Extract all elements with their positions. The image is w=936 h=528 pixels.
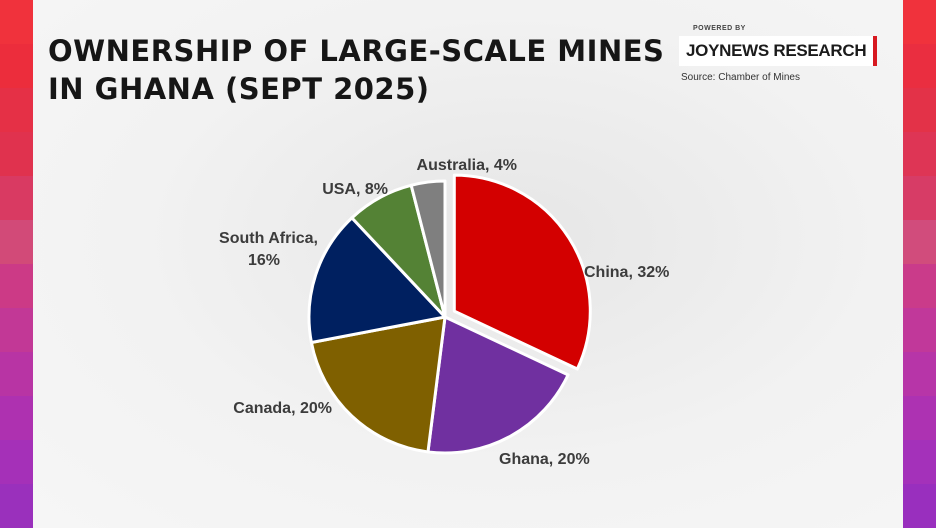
side-stripe	[0, 396, 33, 440]
side-stripe	[0, 176, 33, 220]
right-gradient-bar	[903, 0, 936, 528]
side-stripe	[0, 264, 33, 308]
pie-slice-south-africa	[307, 216, 447, 344]
side-stripe	[903, 484, 936, 528]
side-stripe	[0, 440, 33, 484]
side-stripe	[903, 352, 936, 396]
side-stripe	[903, 0, 936, 44]
slice-label-australia: Australia, 4%	[417, 157, 517, 174]
side-stripe	[0, 352, 33, 396]
side-stripe	[903, 132, 936, 176]
side-stripe	[903, 396, 936, 440]
side-stripe	[0, 484, 33, 528]
side-stripe	[903, 176, 936, 220]
side-stripe	[0, 44, 33, 88]
side-stripe	[903, 44, 936, 88]
side-stripe	[0, 132, 33, 176]
side-stripe	[903, 88, 936, 132]
slice-label-canada: Canada, 20%	[233, 400, 332, 417]
side-stripe	[0, 0, 33, 44]
pie-slice-canada	[309, 315, 447, 454]
side-stripe	[903, 220, 936, 264]
side-stripe	[903, 264, 936, 308]
chart-title-line-2: IN GHANA (SEPT 2025)	[48, 72, 430, 106]
side-stripe	[903, 440, 936, 484]
slice-label-china: China, 32%	[584, 264, 669, 281]
side-stripe	[903, 308, 936, 352]
side-stripe	[0, 308, 33, 352]
pie-slice-ghana	[426, 315, 570, 455]
chart-title: OWNERSHIP OF LARGE-SCALE MINES IN GHANA …	[48, 32, 664, 108]
joynews-research-logo: JOYNEWS RESEARCH	[679, 36, 878, 66]
powered-by-label: POWERED BY	[693, 25, 746, 32]
source-note: Source: Chamber of Mines	[681, 72, 800, 83]
slice-label-ghana: Ghana, 20%	[499, 451, 590, 468]
pie-slice-china	[452, 173, 592, 371]
slice-label-usa: USA, 8%	[322, 181, 388, 198]
chart-title-line-1: OWNERSHIP OF LARGE-SCALE MINES	[48, 34, 665, 68]
pie-slice-australia	[409, 179, 447, 319]
branding-block: POWERED BY JOYNEWS RESEARCH Source: Cham…	[679, 24, 878, 83]
side-stripe	[0, 88, 33, 132]
side-stripe	[0, 220, 33, 264]
slice-label-south-africa: South Africa, 16%	[219, 230, 318, 269]
left-gradient-bar	[0, 0, 33, 528]
